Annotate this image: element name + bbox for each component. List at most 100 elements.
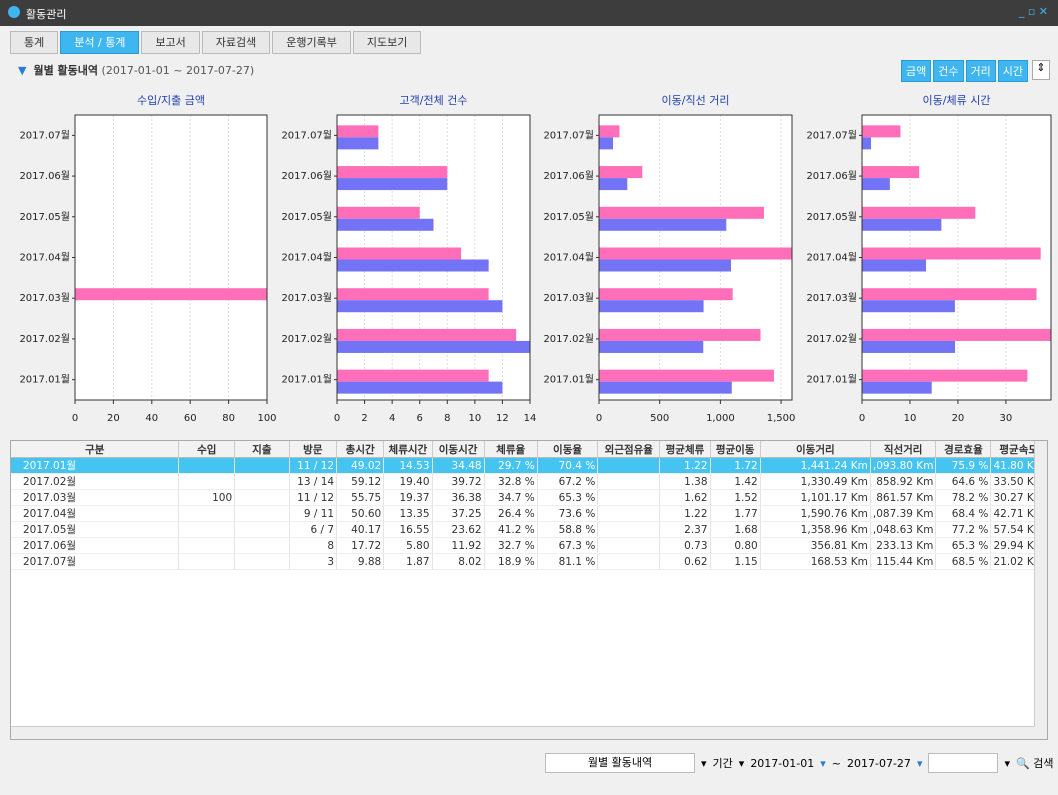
cell: 8.02 <box>432 553 485 570</box>
date-from[interactable]: 2017-01-01 <box>750 756 815 770</box>
chart-buttons: 금액 건수 거리 시간 <box>899 60 1028 82</box>
y-tick-label: 2017.06월 <box>543 170 594 182</box>
h-scrollbar[interactable] <box>11 726 1047 739</box>
column-header: 직선거리 <box>870 441 937 458</box>
table-row[interactable]: 2017.01월 11 / 12 49.02 14.53 34.48 29.7 % 70.4… <box>11 457 1047 474</box>
column-header: 평균이동 <box>710 441 761 458</box>
x-tick-label: 1,500 <box>767 413 796 424</box>
bar <box>862 259 927 272</box>
cell: 0.80 <box>710 537 761 554</box>
chart-button[interactable]: 시간 <box>997 60 1028 82</box>
footer: 월별 활동내역 ▾ 기간 ▾ 2017-01-01 ▾ ~ 2017-07-27 ▾… <box>545 753 1053 773</box>
cell: 1.22 <box>659 505 711 522</box>
cell: 29.94 Km <box>990 537 1047 554</box>
bar <box>599 259 731 272</box>
y-tick-label: 2017.02월 <box>806 333 857 345</box>
cell <box>234 537 290 554</box>
cell: 18.9 % <box>484 553 538 570</box>
chart-button[interactable]: 거리 <box>965 60 996 82</box>
cell <box>234 553 290 570</box>
cell: 30.27 Km <box>990 489 1047 506</box>
cell: 50.60 <box>336 505 385 522</box>
y-tick-label: 2017.03월 <box>281 292 332 304</box>
table-row[interactable]: 2017.07월 3 9.88 1.87 8.02 18.9 % 81.1 % 0.62 1.1… <box>11 553 1047 570</box>
tab[interactable]: 분석 / 통계 <box>60 31 140 54</box>
cell: 9.88 <box>336 553 385 570</box>
cell: 19.37 <box>383 489 433 506</box>
y-tick-label: 2017.04월 <box>543 252 594 264</box>
tab[interactable]: 자료검색 <box>201 31 271 54</box>
bar <box>862 300 955 313</box>
cell: 42.71 Km <box>990 505 1047 522</box>
cell: 34.7 % <box>484 489 538 506</box>
table-row[interactable]: 2017.04월 9 / 11 50.60 13.35 37.25 26.4 % 73.6 … <box>11 505 1047 522</box>
cell <box>234 473 290 490</box>
cell <box>597 473 661 490</box>
cell: 34.48 <box>432 457 485 474</box>
cell <box>178 473 236 490</box>
table-row[interactable]: 2017.05월 6 / 7 40.17 16.55 23.62 41.2 % 58.8 %… <box>11 521 1047 538</box>
y-tick-label: 2017.07월 <box>806 129 857 141</box>
cell: 64.6 % <box>935 473 992 490</box>
cell: 68.4 % <box>935 505 992 522</box>
cell: 5.80 <box>383 537 433 554</box>
tab[interactable]: 통계 <box>10 31 59 54</box>
column-header: 외근점유율 <box>597 441 661 458</box>
cell: 356.81 Km <box>760 537 871 554</box>
report-select[interactable]: 월별 활동내역 <box>545 753 695 773</box>
x-tick-label: 20 <box>952 413 965 424</box>
chart-button[interactable]: 건수 <box>933 60 964 82</box>
column-header: 평균체류 <box>659 441 711 458</box>
cell: 2017.07월 <box>11 553 180 570</box>
table-row[interactable]: 2017.03월 100 11 / 12 55.75 19.37 36.38 34.7 % 6… <box>11 489 1047 506</box>
bar <box>337 369 489 382</box>
cell: 1.68 <box>710 521 761 538</box>
column-header: 체류율 <box>484 441 538 458</box>
bar <box>599 340 704 353</box>
bars <box>337 125 530 394</box>
tab[interactable]: 지도보기 <box>352 31 422 54</box>
filter-box[interactable] <box>928 753 999 773</box>
cell: 70.4 % <box>537 457 599 474</box>
cell: 33.50 Km <box>990 473 1047 490</box>
date-to[interactable]: 2017-07-27 <box>847 756 911 770</box>
cell: 11 / 12 <box>289 457 338 474</box>
search-button[interactable]: 🔍 검색 <box>1016 757 1054 770</box>
cell: 67.2 % <box>537 473 599 490</box>
cell <box>178 505 236 522</box>
window-title: 활동관리 <box>26 8 67 21</box>
bar <box>599 137 614 150</box>
y-tick-label: 2017.05월 <box>543 211 594 223</box>
bars <box>75 288 267 301</box>
cell: 39.72 <box>432 473 485 490</box>
x-tick-label: 0 <box>859 413 865 424</box>
tab[interactable]: 보고서 <box>141 31 200 54</box>
table-row[interactable]: 2017.02월 13 / 14 59.12 19.40 39.72 32.8 % 67.2… <box>11 473 1047 490</box>
app-icon <box>8 6 20 18</box>
column-header: 수입 <box>178 441 236 458</box>
cell: 32.7 % <box>484 537 538 554</box>
period-label: 기간 <box>712 757 733 770</box>
window-controls[interactable]: _ ▫ ✕ <box>1018 5 1048 18</box>
v-scrollbar[interactable] <box>1034 441 1047 727</box>
cell: 26.4 % <box>484 505 538 522</box>
cell: 3 <box>289 553 338 570</box>
cell: 1,358.96 Km <box>760 521 871 538</box>
cell <box>178 457 236 474</box>
table-row[interactable]: 2017.06월 8 17.72 5.80 11.92 32.7 % 67.3 % 0.73 0… <box>11 537 1047 554</box>
cell: 40.17 <box>336 521 385 538</box>
tab[interactable]: 운행기록부 <box>272 31 351 54</box>
cell: 21.02 Km <box>990 553 1047 570</box>
cell: ,087.39 Km <box>870 505 937 522</box>
chart-button[interactable]: 금액 <box>901 60 932 82</box>
cell: 17.72 <box>336 537 385 554</box>
bar <box>862 166 920 179</box>
y-tick-label: 2017.06월 <box>19 170 70 182</box>
data-table: 구분 수입 지출 방문 총시간 체류시간 이동시간 체류율 이동율 외근점유율 평균체류 평균이동 이동… <box>10 440 1048 740</box>
toggle[interactable]: ⇕ <box>1032 60 1050 80</box>
cell: 77.2 % <box>935 521 992 538</box>
bar <box>337 137 379 150</box>
header-row: 구분 수입 지출 방문 총시간 체류시간 이동시간 체류율 이동율 외근점유율 평균체류 평균이동 이동… <box>11 441 1047 458</box>
y-tick-label: 2017.05월 <box>806 211 857 223</box>
